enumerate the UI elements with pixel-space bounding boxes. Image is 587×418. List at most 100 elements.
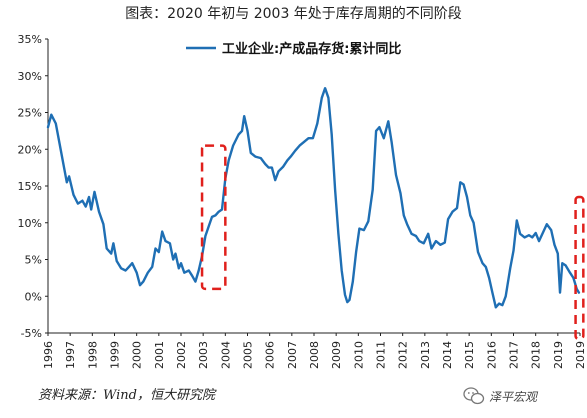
- data-point: [372, 189, 374, 191]
- data-point: [178, 267, 180, 269]
- data-point: [512, 250, 515, 252]
- data-point: [352, 281, 354, 283]
- data-point: [538, 240, 540, 242]
- data-point: [120, 267, 122, 269]
- x-tick-label: 2008: [308, 341, 321, 369]
- data-point: [110, 253, 112, 255]
- data-point: [312, 137, 314, 139]
- data-point: [466, 196, 468, 198]
- x-tick-label: 2002: [175, 341, 188, 369]
- data-point: [321, 97, 323, 99]
- data-point: [495, 306, 497, 308]
- x-tick-label: 2019: [574, 341, 587, 369]
- data-point: [403, 214, 405, 216]
- x-tick-label: 1996: [42, 341, 55, 369]
- data-point: [406, 223, 408, 225]
- x-tick-label: 2010: [352, 341, 365, 369]
- data-point: [367, 220, 369, 222]
- data-point: [519, 233, 521, 235]
- data-point: [550, 229, 552, 231]
- data-point: [88, 196, 90, 198]
- data-point: [542, 231, 545, 233]
- x-tick-label: 1999: [109, 341, 122, 369]
- data-point: [218, 211, 220, 213]
- y-tick-label: 25%: [18, 107, 42, 120]
- data-point: [341, 269, 343, 272]
- data-point: [264, 163, 266, 165]
- data-point: [535, 232, 537, 234]
- data-point: [290, 156, 292, 158]
- x-tick-label: 2012: [397, 341, 410, 369]
- data-point: [348, 299, 351, 301]
- data-point: [435, 240, 437, 242]
- x-tick-label: 2014: [441, 341, 454, 369]
- data-point: [66, 181, 68, 183]
- data-point: [208, 225, 210, 227]
- data-point: [477, 251, 479, 253]
- watermark-text: 泽平宏观: [489, 389, 538, 404]
- data-point: [344, 294, 346, 296]
- data-point: [164, 240, 167, 242]
- x-tick-label: 2011: [375, 341, 388, 369]
- data-point: [112, 242, 114, 244]
- data-point: [85, 206, 87, 208]
- data-point: [299, 145, 301, 147]
- data-point: [410, 233, 413, 235]
- data-point: [294, 150, 296, 152]
- data-point: [559, 292, 561, 294]
- source-note: 资料来源：Wind，恒大研究院: [38, 388, 215, 403]
- data-point: [250, 152, 252, 154]
- data-point: [363, 229, 365, 231]
- data-point: [451, 211, 454, 213]
- y-tick-label: 30%: [18, 70, 42, 83]
- x-tick-label: 2006: [264, 341, 277, 369]
- data-point: [106, 247, 108, 250]
- data-point: [68, 175, 70, 177]
- data-point: [172, 258, 174, 261]
- data-point: [161, 231, 163, 233]
- x-tick-label: 2013: [419, 341, 432, 369]
- data-point: [254, 156, 256, 158]
- data-point: [524, 236, 526, 238]
- x-tick-label: 2000: [131, 341, 144, 369]
- y-tick-label: 20%: [18, 143, 42, 156]
- highlight-box: [200, 144, 227, 291]
- data-point: [378, 126, 380, 128]
- series-points: [47, 87, 580, 308]
- data-point: [116, 260, 118, 262]
- x-tick-label: 2009: [330, 341, 343, 369]
- data-point: [282, 166, 284, 168]
- data-point: [268, 167, 270, 169]
- x-tick-label: 2005: [242, 341, 255, 369]
- data-point: [90, 208, 92, 211]
- data-point: [93, 191, 96, 193]
- data-point: [459, 181, 461, 183]
- data-point: [399, 192, 402, 194]
- x-tick-label: 2003: [197, 341, 210, 369]
- data-point: [147, 272, 149, 274]
- data-point: [337, 233, 339, 235]
- data-point: [238, 133, 240, 136]
- data-point: [47, 126, 49, 128]
- data-point: [415, 235, 417, 237]
- data-point: [183, 272, 185, 274]
- data-point: [316, 122, 318, 125]
- data-point: [191, 275, 193, 277]
- data-point: [131, 262, 133, 264]
- data-point: [572, 277, 575, 279]
- data-point: [194, 281, 196, 283]
- data-point: [142, 281, 144, 283]
- x-tick-label: 2001: [153, 341, 166, 369]
- legend: 工业企业:产成品存货:累计同比: [186, 41, 401, 57]
- series-line: [46, 87, 581, 309]
- data-point: [509, 267, 511, 269]
- data-point: [531, 236, 533, 238]
- data-point: [72, 194, 75, 196]
- data-point: [505, 295, 507, 297]
- data-point: [346, 301, 348, 303]
- y-tick-label: 5%: [25, 254, 42, 267]
- y-tick-label: 10%: [18, 217, 42, 230]
- wechat-logo-icon: [463, 387, 485, 405]
- data-point: [55, 122, 57, 125]
- data-point: [516, 219, 518, 222]
